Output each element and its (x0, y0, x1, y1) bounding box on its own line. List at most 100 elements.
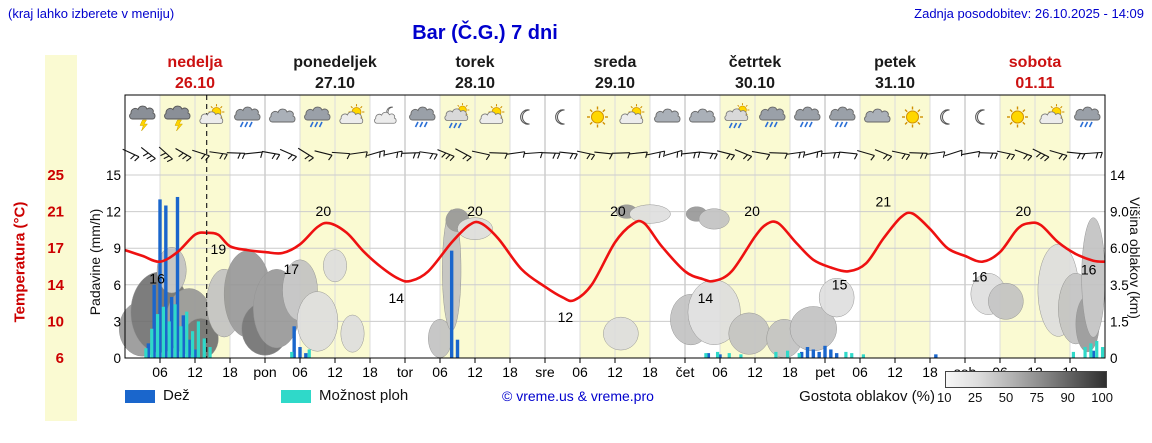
weather-icon-rain-sun (724, 103, 750, 129)
temp-label: 19 (211, 241, 227, 257)
temp-tick: 17 (47, 240, 64, 257)
shower-bar (167, 321, 171, 358)
temp-label: 21 (876, 194, 892, 210)
cloud-blob (457, 217, 493, 240)
cloud-blob (818, 277, 855, 318)
temp-tick: 10 (47, 313, 64, 330)
shower-bar (1089, 343, 1093, 358)
day-name: sobota (1008, 54, 1062, 71)
day-name: torek (455, 54, 495, 71)
weather-icon-partly (619, 104, 645, 124)
sun-icon-core (587, 106, 608, 128)
rain-bar (817, 351, 821, 358)
day-name: sreda (593, 54, 637, 71)
weather-icon-storm (164, 105, 191, 132)
cloud-blob (728, 312, 770, 355)
precip-tick: 15 (106, 168, 121, 183)
density-tick: 10 (937, 390, 952, 405)
temp-label: 20 (1016, 203, 1032, 219)
shower-bar (190, 331, 195, 358)
wind-barb (926, 151, 946, 158)
time-tick-label: 18 (922, 364, 938, 380)
weather-icon-sun (587, 106, 608, 128)
time-tick-label: 12 (187, 364, 203, 380)
shower-bar (208, 347, 212, 358)
time-tick-label: 18 (502, 364, 518, 380)
temp-label: 12 (558, 309, 574, 325)
wind-barb (419, 151, 438, 160)
time-tick-label: 06 (852, 364, 868, 380)
time-tick-label: 06 (152, 364, 168, 380)
day-abbr-label: pon (253, 364, 276, 380)
showers-legend-label: Možnost ploh (319, 387, 409, 404)
temperature-tick-labels: 6 10 14 17 21 25 (47, 167, 64, 367)
day-name: ponedeljek (293, 54, 377, 71)
rain-bar (158, 199, 162, 358)
wind-barb (629, 151, 648, 158)
rain-bar (152, 284, 156, 358)
wind-barb (751, 150, 771, 160)
cloud-blob (698, 208, 730, 230)
temp-label: 16 (1081, 262, 1097, 278)
shower-bar (307, 349, 311, 358)
time-tick-label: 12 (607, 364, 623, 380)
weather-icon-cloud (654, 108, 681, 123)
temp-label: 20 (744, 203, 760, 219)
rain-bar (823, 345, 827, 358)
shower-bar (715, 351, 720, 358)
wind-barb (734, 149, 753, 162)
density-tick: 50 (998, 390, 1014, 405)
weather-icon-cloud (689, 108, 716, 123)
precip-tick: 9 (113, 241, 121, 256)
day-date: 27.10 (314, 75, 356, 92)
cloud-tick-labels: 0 1.5 3.5 6.0 9.0 14 (1110, 168, 1129, 366)
wind-barbs-row (122, 146, 1103, 163)
day-abbr-label: tor (397, 364, 414, 380)
wind-barb (455, 148, 472, 162)
shower-bar (185, 311, 189, 358)
wind-barb (996, 150, 1016, 161)
wind-barb (891, 150, 911, 161)
wind-barb (716, 150, 736, 161)
shower-bar (774, 351, 778, 358)
cloud-tick: 3.5 (1110, 278, 1129, 293)
precip-tick: 0 (113, 351, 121, 366)
wind-barb (175, 148, 192, 162)
cloud-blob (629, 204, 671, 224)
day-date: 29.10 (594, 75, 636, 92)
weather-icon-rain-sun (444, 103, 470, 129)
day-date: 28.10 (454, 75, 496, 92)
shower-bar (144, 348, 148, 358)
wind-barb (1066, 151, 1086, 160)
wind-barb (158, 146, 173, 163)
cloud-density-gradient-bar (945, 371, 1107, 388)
day-header-sreda: sreda 29.10 (545, 52, 685, 94)
temp-tick: 6 (56, 350, 64, 367)
rain-bar (811, 349, 816, 358)
rain-legend-swatch (125, 390, 155, 403)
weather-icon-rain (1074, 106, 1101, 128)
shower-bar (1095, 340, 1099, 358)
cloud-density-legend-label: Gostota oblakov (%) (799, 388, 935, 405)
rain-bar (829, 349, 833, 358)
weather-icon-rain (794, 106, 821, 128)
sun-icon-core (902, 106, 923, 128)
temp-label: 20 (316, 203, 332, 219)
cloud-tick: 1.5 (1110, 314, 1129, 329)
copyright-link[interactable]: © vreme.us & vreme.pro (502, 388, 654, 404)
temp-label: 14 (388, 290, 404, 306)
shower-bar (844, 351, 848, 358)
precip-tick-labels: 0 3 6 9 12 15 (106, 168, 121, 366)
rain-bar (187, 339, 191, 358)
time-tick-label: 18 (222, 364, 238, 380)
rain-bar (164, 205, 168, 358)
temp-label: 20 (467, 203, 483, 219)
day-header-ponedeljek: ponedeljek 27.10 (265, 52, 405, 94)
cloud-tick: 6.0 (1110, 241, 1129, 256)
day-header-nedelja: nedelja 26.10 (125, 52, 265, 94)
temp-label: 15 (832, 276, 848, 292)
wind-barb (594, 151, 613, 160)
wind-barb (437, 149, 455, 162)
shower-bar (150, 328, 154, 358)
rain-bar (718, 354, 722, 358)
